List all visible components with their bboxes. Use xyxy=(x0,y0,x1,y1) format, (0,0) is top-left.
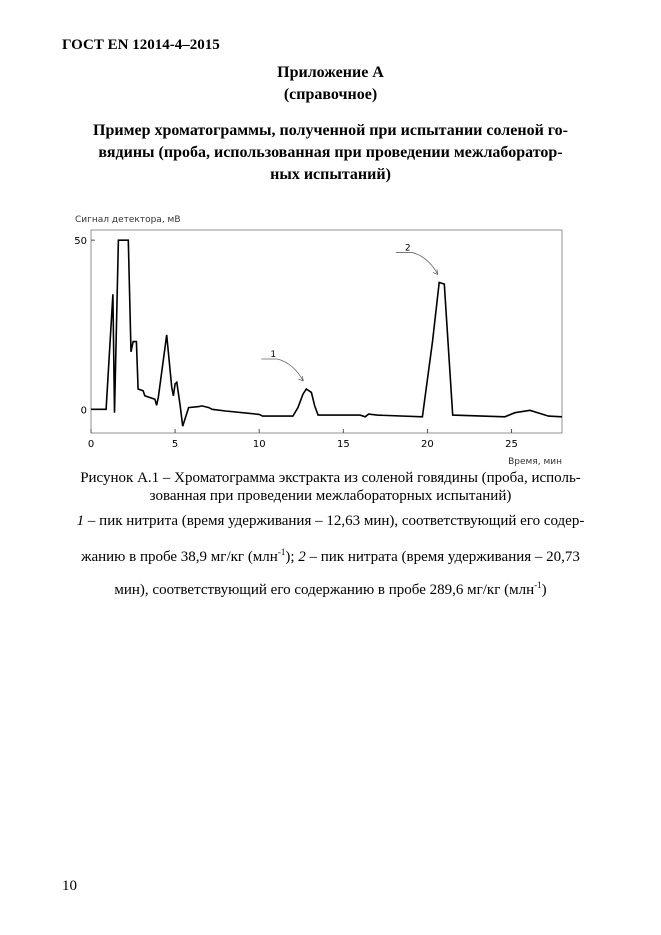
figure-caption: Рисунок А.1 – Хроматограмма экстракта из… xyxy=(80,470,581,486)
legend-text: ); xyxy=(285,549,299,565)
superscript: -1 xyxy=(534,580,542,590)
y-tick-label: 50 xyxy=(74,236,87,247)
chromatogram-trace xyxy=(91,239,563,427)
standard-header: ГОСТ EN 12014-4–2015 xyxy=(62,37,220,53)
page-number: 10 xyxy=(62,878,77,894)
figure-caption: зованная при проведении межлабораторных … xyxy=(149,488,512,504)
heading-line: ных испытаний) xyxy=(270,166,391,183)
legend-text: мин), соответствующий его содержанию в п… xyxy=(114,582,535,598)
annotation-arrow xyxy=(395,252,439,275)
legend-line: 1 – пик нитрита (время удерживания – 12,… xyxy=(0,513,661,530)
legend-line: мин), соответствующий его содержанию в п… xyxy=(0,580,661,599)
y-axis-label: Сигнал детектора, мВ xyxy=(75,215,181,225)
annotation-label: 1 xyxy=(270,350,276,360)
x-tick-label: 0 xyxy=(88,439,94,450)
legend-text: – пик нитрата (время удерживания – 20,73 xyxy=(305,549,580,565)
legend-text: жанию в пробе 38,9 мг/кг (млн xyxy=(81,549,278,565)
x-tick-label: 20 xyxy=(421,439,434,450)
legend-text: ) xyxy=(541,582,547,598)
arrowhead xyxy=(298,375,304,382)
x-tick-label: 15 xyxy=(337,439,350,450)
annotation-label: 2 xyxy=(405,243,411,253)
y-tick-label: 0 xyxy=(81,405,87,416)
heading-line: вядины (проба, использованная при провед… xyxy=(98,144,563,161)
legend-text: – пик нитрита (время удерживания – 12,63… xyxy=(84,513,585,529)
legend-line: жанию в пробе 38,9 мг/кг (млн-1); 2 – пи… xyxy=(0,547,661,566)
plot-frame xyxy=(90,229,563,434)
x-tick-label: 5 xyxy=(172,439,178,450)
arrowhead xyxy=(432,269,439,275)
annex-subtitle: (справочное) xyxy=(283,86,378,103)
superscript: -1 xyxy=(277,547,286,557)
annex-title: Приложение А xyxy=(277,64,384,81)
x-axis-label: Время, мин xyxy=(508,457,562,467)
x-tick-label: 25 xyxy=(505,439,518,450)
annotation-arrow xyxy=(261,358,304,382)
heading-line: Пример хроматограммы, полученной при исп… xyxy=(93,122,568,139)
legend-num: 2 xyxy=(298,549,306,565)
x-tick-label: 10 xyxy=(253,439,266,450)
legend-num: 1 xyxy=(76,513,85,529)
chromatogram-chart: Сигнал детектора, мВ Время, мин 0 5 10 15 20… xyxy=(74,215,563,467)
